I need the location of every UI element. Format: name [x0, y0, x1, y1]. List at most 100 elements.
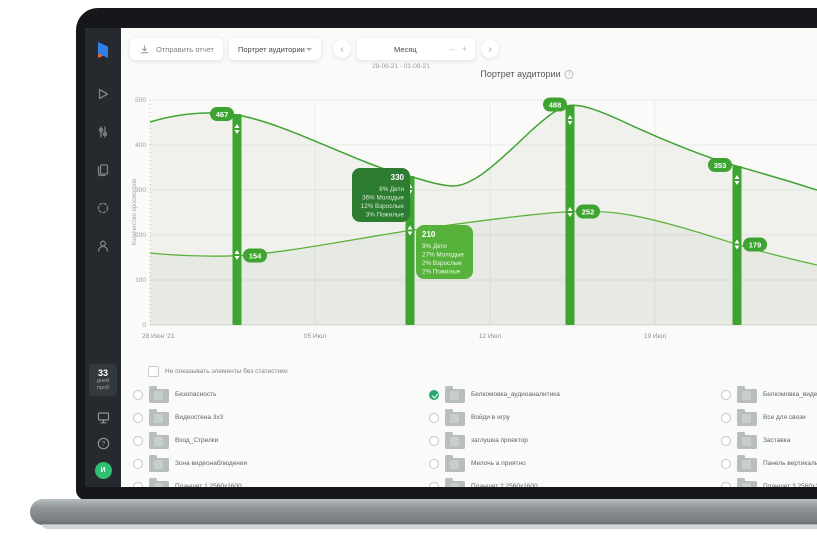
content-library-icon[interactable] [95, 162, 111, 178]
svg-text:27% Молодые: 27% Молодые [422, 252, 464, 259]
radio[interactable] [133, 481, 143, 487]
list-item-selected[interactable]: Белкомовка_аудиоаналитика [429, 383, 715, 406]
svg-text:8% Дети: 8% Дети [379, 186, 404, 193]
list-item[interactable]: заглушка проектор [429, 429, 715, 452]
app-logo-icon[interactable] [93, 40, 113, 60]
list-item[interactable]: Планшет 2 2560x1600 [429, 475, 715, 487]
list-item[interactable]: Панель вертикальная внутр [721, 452, 817, 475]
folder-icon [737, 432, 757, 449]
list-item[interactable]: Войди в игру [429, 406, 715, 429]
analytics-tune-icon[interactable] [95, 124, 111, 140]
list-item-label: Планшет 2 2560x1600 [471, 483, 538, 487]
radio[interactable] [721, 481, 731, 487]
next-period-button[interactable]: › [480, 40, 499, 58]
hide-without-stats-checkbox[interactable] [148, 366, 159, 377]
send-report-label: Отправить отчет [156, 44, 214, 54]
period-selector[interactable]: Месяц – + [356, 38, 475, 60]
list-item[interactable]: Планшет 1 2560x1600 [133, 475, 423, 487]
series-lower-area [150, 211, 817, 325]
svg-text:467: 467 [216, 110, 229, 119]
list-item[interactable]: Все для связи [721, 406, 817, 429]
list-item[interactable]: Вход_Стрелки [133, 429, 423, 452]
radio[interactable] [429, 481, 439, 487]
report-type-select[interactable]: Портрет аудитории [228, 38, 321, 60]
svg-text:330: 330 [391, 173, 405, 182]
list-item-label: Зона видеонаблюдения [175, 460, 247, 467]
svg-text:19 Июл: 19 Июл [644, 333, 666, 340]
list-item[interactable]: Видеостена 3x3 [133, 406, 423, 429]
svg-text:300: 300 [135, 187, 146, 194]
folder-icon [737, 386, 757, 403]
sidebar: 33 дней проб ? И [85, 28, 121, 487]
prev-period-button[interactable]: ‹ [332, 40, 351, 58]
send-report-button[interactable]: Отправить отчет [130, 38, 223, 60]
trial-period-badge[interactable]: 33 дней проб [89, 364, 117, 396]
radio[interactable] [721, 412, 731, 423]
badge-488[interactable]: 488 [543, 97, 567, 112]
radio[interactable] [133, 389, 143, 400]
y-axis-labels: 500 400 300 200 100 0 [135, 97, 146, 329]
info-icon[interactable]: i [564, 69, 574, 79]
folder-icon [737, 478, 757, 487]
list-item-label: Мелочь а приятно [471, 460, 526, 467]
svg-text:05 Июл: 05 Июл [304, 333, 326, 340]
list-item[interactable]: Мелочь а приятно [429, 452, 715, 475]
svg-text:12 Июл: 12 Июл [479, 333, 501, 340]
list-item[interactable]: Заставка [721, 429, 817, 452]
svg-text:200: 200 [135, 232, 146, 239]
main-content: Отправить отчет Портрет аудитории ‹ Меся… [121, 28, 817, 487]
radio[interactable] [721, 435, 731, 446]
avatar-initial: И [100, 467, 106, 474]
app-screen: 33 дней проб ? И [85, 28, 817, 487]
list-item[interactable]: Безопасность [133, 383, 423, 406]
report-type-value: Портрет аудитории [237, 44, 305, 54]
laptop-bezel: 33 дней проб ? И [76, 8, 817, 500]
hide-without-stats-toggle[interactable]: Не показывать элементы без статистики [148, 366, 288, 377]
list-item-label: Видеостена 3x3 [175, 414, 224, 421]
list-item-label: Белкомовка_аудиоаналитика [471, 391, 560, 398]
radio-selected[interactable] [429, 389, 439, 400]
help-icon[interactable]: ? [96, 436, 111, 451]
radio[interactable] [133, 458, 143, 469]
radio[interactable] [721, 458, 731, 469]
radio[interactable] [721, 389, 731, 400]
svg-text:179: 179 [749, 241, 762, 250]
tooltip-330: 330 8% Дети 36% Молодые 12% Взрослые 3% … [352, 168, 410, 222]
zoom-in-button[interactable]: + [461, 44, 467, 54]
svg-text:500: 500 [135, 97, 146, 104]
folder-icon [445, 386, 465, 403]
trial-caption-1: дней [96, 378, 110, 384]
screens-monitor-icon[interactable] [96, 410, 111, 425]
audience-chart: 467 154 488 252 [132, 97, 817, 340]
badge-154[interactable]: 154 [243, 248, 267, 263]
badge-252[interactable]: 252 [576, 204, 600, 219]
user-avatar[interactable]: И [94, 462, 112, 479]
date-range-label: 28-06-21 - 01-08-21 [372, 63, 430, 70]
svg-text:154: 154 [249, 252, 262, 261]
badge-353[interactable]: 353 [708, 158, 732, 172]
radio[interactable] [429, 435, 439, 446]
badge-179[interactable]: 179 [743, 237, 767, 252]
radio[interactable] [429, 412, 439, 423]
folder-icon [445, 455, 465, 472]
badge-467[interactable]: 467 [210, 107, 234, 121]
day-bar [232, 114, 242, 325]
elements-column-3: Белкомовка_видеоаналити Все для связи За… [721, 383, 817, 487]
users-icon[interactable] [95, 238, 111, 254]
broadcasts-icon[interactable] [95, 86, 111, 102]
trial-days: 33 [97, 368, 108, 378]
hide-without-stats-label: Не показывать элементы без статистики [165, 368, 288, 375]
list-item[interactable]: Планшет 3 2560x1600 [721, 475, 817, 487]
radio[interactable] [133, 435, 143, 446]
list-item[interactable]: Белкомовка_видеоаналити [721, 383, 817, 406]
folder-icon [445, 432, 465, 449]
list-item-label: Планшет 1 2560x1600 [175, 483, 242, 487]
list-item[interactable]: Зона видеонаблюдения [133, 452, 423, 475]
chart-grid [149, 99, 817, 326]
list-item-label: Вход_Стрелки [175, 437, 219, 444]
loading-spinner-icon[interactable] [95, 200, 111, 216]
radio[interactable] [429, 458, 439, 469]
zoom-out-button[interactable]: – [449, 44, 455, 54]
radio[interactable] [133, 412, 143, 423]
